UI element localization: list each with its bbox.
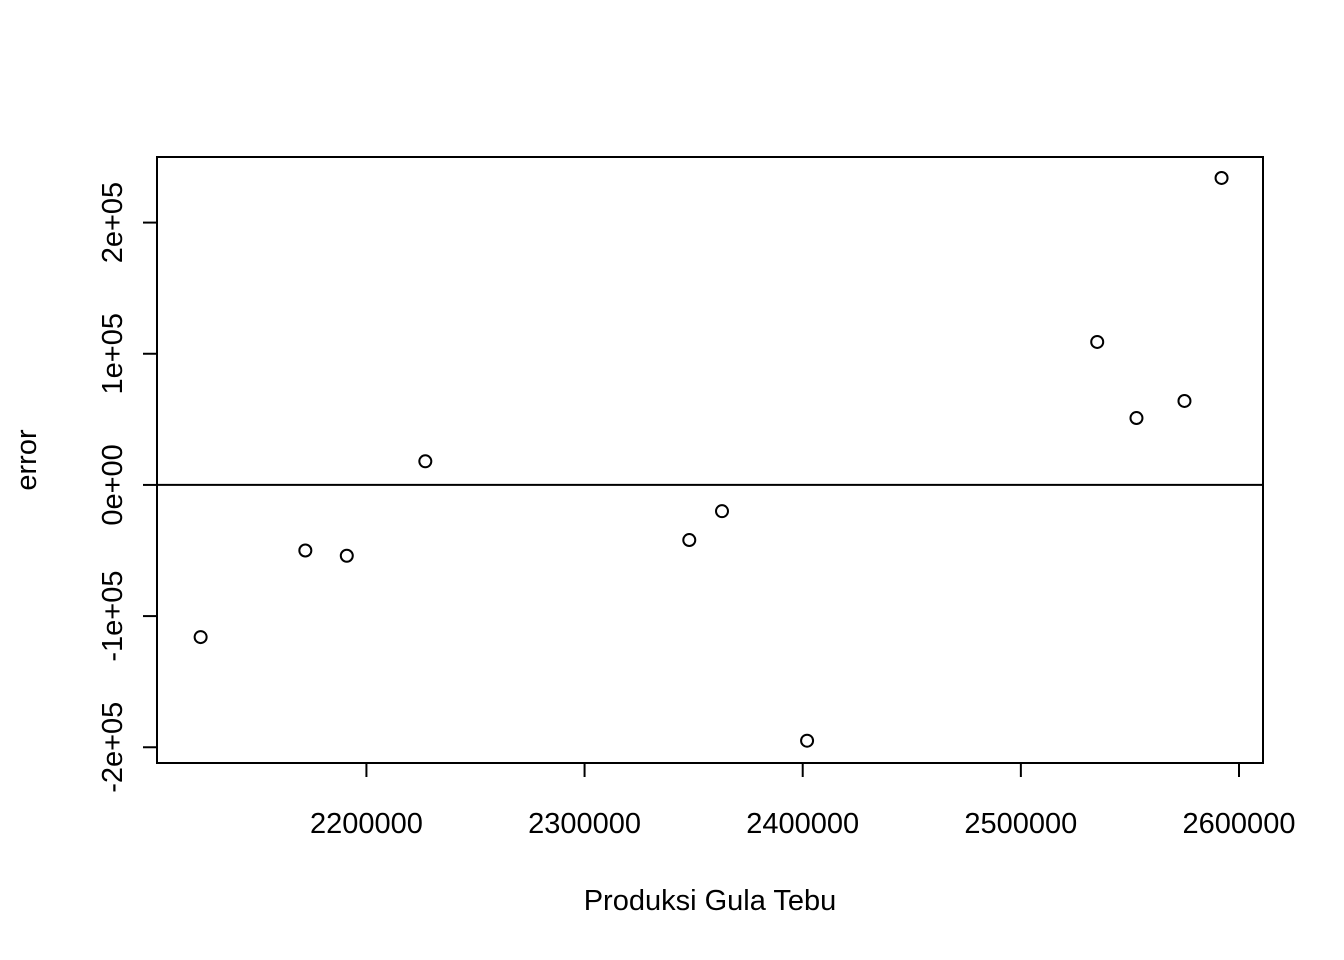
x-tick-label: 2400000 [746, 808, 859, 840]
data-point [1214, 170, 1229, 185]
data-point [800, 733, 815, 748]
data-point [193, 630, 208, 645]
data-point [682, 533, 697, 548]
x-tick-label: 2200000 [310, 808, 423, 840]
data-point [1090, 334, 1105, 349]
data-point [339, 548, 354, 563]
y-tick-label: 2e+05 [97, 182, 129, 263]
y-tick-label: -1e+05 [97, 571, 129, 662]
data-points [193, 170, 1229, 748]
data-point [714, 504, 729, 519]
x-axis: 2200000 2300000 2400000 2500000 2600000 [310, 763, 1295, 840]
x-axis-label: Produksi Gula Tebu [584, 885, 837, 917]
y-tick-label: -2e+05 [97, 702, 129, 793]
y-axis: -2e+05 -1e+05 0e+00 1e+05 2e+05 [97, 182, 157, 793]
y-tick-label: 0e+00 [97, 444, 129, 525]
plot-frame [156, 156, 1264, 764]
data-point [1177, 393, 1192, 408]
x-tick-label: 2600000 [1183, 808, 1296, 840]
y-axis-label: error [11, 429, 43, 491]
data-point [418, 454, 433, 469]
x-tick-label: 2300000 [528, 808, 641, 840]
data-point [1129, 411, 1144, 426]
y-tick-label: 1e+05 [97, 313, 129, 394]
data-point [298, 543, 313, 558]
x-tick-label: 2500000 [964, 808, 1077, 840]
